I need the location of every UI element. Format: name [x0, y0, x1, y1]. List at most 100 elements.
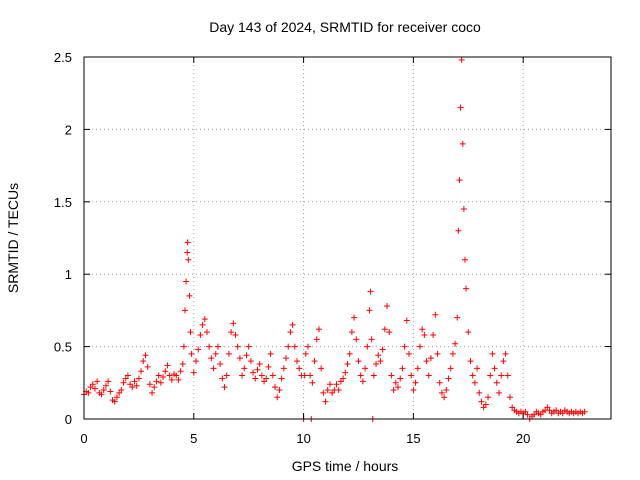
data-points	[81, 56, 588, 422]
data-point-marker	[489, 350, 496, 357]
data-point-marker	[85, 389, 92, 396]
data-point-marker	[335, 387, 342, 394]
data-point-marker	[201, 316, 208, 323]
data-point-marker	[322, 398, 329, 405]
data-point-marker	[197, 332, 204, 339]
data-point-marker	[445, 375, 452, 382]
data-point-marker	[164, 362, 171, 369]
data-point-marker	[206, 343, 213, 350]
data-point-marker	[107, 388, 114, 395]
data-point-marker	[131, 378, 138, 385]
data-point-marker	[285, 343, 292, 350]
data-point-marker	[190, 369, 197, 376]
data-point-marker	[463, 285, 470, 292]
data-point-marker	[405, 350, 412, 357]
x-tick-label: 20	[516, 431, 530, 446]
x-axis-label: GPS time / hours	[292, 458, 399, 474]
data-point-marker	[311, 358, 318, 365]
data-point-marker	[217, 360, 224, 367]
y-tick-label: 1.5	[54, 195, 72, 210]
data-point-marker	[250, 369, 257, 376]
data-point-marker	[367, 288, 374, 295]
data-point-marker	[94, 378, 101, 385]
data-point-marker	[160, 374, 167, 381]
data-point-marker	[267, 350, 274, 357]
data-point-marker	[302, 350, 309, 357]
y-tick-label: 2.5	[54, 50, 72, 65]
x-axis: 0 5 10 15 20	[80, 57, 530, 446]
data-point-marker	[485, 394, 492, 401]
data-point-marker	[149, 389, 156, 396]
data-point-marker	[467, 358, 474, 365]
data-point-marker	[219, 375, 226, 382]
data-point-marker	[408, 372, 415, 379]
data-point-marker	[258, 372, 265, 379]
data-point-marker	[427, 355, 434, 362]
data-point-marker	[443, 387, 450, 394]
data-point-marker	[129, 384, 136, 391]
data-point-marker	[434, 350, 441, 357]
data-point-marker	[416, 343, 423, 350]
data-point-marker	[98, 391, 105, 398]
data-point-marker	[436, 379, 443, 386]
data-point-marker	[482, 401, 489, 408]
data-point-marker	[414, 365, 421, 372]
data-point-marker	[351, 314, 358, 321]
data-point-marker	[144, 363, 151, 370]
data-point-marker	[133, 382, 140, 389]
data-point-marker	[166, 372, 173, 379]
data-point-marker	[353, 336, 360, 343]
data-point-marker	[373, 360, 380, 367]
y-tick-label: 0	[65, 412, 72, 427]
data-point-marker	[146, 381, 153, 388]
y-axis-label: SRMTID / TECUs	[5, 183, 21, 293]
data-point-marker	[245, 343, 252, 350]
data-point-marker	[581, 408, 588, 415]
data-point-marker	[326, 381, 333, 388]
data-point-marker	[457, 104, 464, 111]
data-point-marker	[474, 365, 481, 372]
data-point-marker	[153, 378, 160, 385]
data-point-marker	[199, 321, 206, 328]
data-point-marker	[301, 372, 308, 379]
data-point-marker	[496, 389, 503, 396]
data-point-marker	[151, 384, 158, 391]
data-point-marker	[241, 365, 248, 372]
data-point-marker	[346, 350, 353, 357]
data-point-marker	[155, 372, 162, 379]
data-point-marker	[493, 379, 500, 386]
data-point-marker	[412, 379, 419, 386]
data-point-marker	[487, 372, 494, 379]
data-point-marker	[421, 332, 428, 339]
data-point-marker	[243, 352, 250, 359]
data-point-marker	[403, 317, 410, 324]
data-point-marker	[524, 411, 531, 418]
data-point-marker	[252, 375, 259, 382]
data-point-marker	[179, 360, 186, 367]
data-point-marker	[366, 307, 373, 314]
data-point-marker	[309, 379, 316, 386]
data-point-marker	[384, 303, 391, 310]
data-point-marker	[456, 177, 463, 184]
data-point-marker	[289, 321, 296, 328]
data-point-marker	[419, 326, 426, 333]
data-point-marker	[105, 378, 112, 385]
data-point-marker	[187, 329, 194, 336]
data-point-marker	[344, 360, 351, 367]
data-point-marker	[395, 384, 402, 391]
data-point-marker	[140, 358, 147, 365]
data-point-marker	[348, 329, 355, 336]
data-point-marker	[221, 384, 228, 391]
data-point-marker	[377, 358, 384, 365]
data-point-marker	[283, 355, 290, 362]
data-point-marker	[195, 346, 202, 353]
x-tick-label: 0	[80, 431, 87, 446]
data-point-marker	[324, 387, 331, 394]
data-point-marker	[447, 365, 454, 372]
data-point-marker	[455, 227, 462, 234]
data-point-marker	[454, 314, 461, 321]
data-point-marker	[304, 343, 311, 350]
data-point-marker	[423, 358, 430, 365]
data-point-marker	[388, 372, 395, 379]
